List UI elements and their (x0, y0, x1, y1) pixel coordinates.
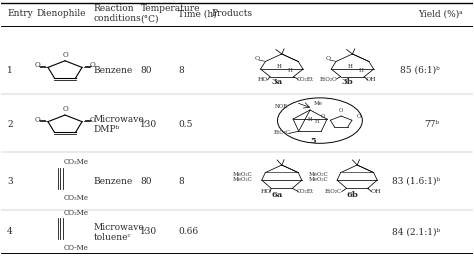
Text: 6a: 6a (272, 191, 283, 199)
Text: H: H (347, 65, 353, 69)
Text: 3: 3 (7, 177, 13, 186)
Text: 6b: 6b (346, 191, 358, 199)
Text: Benzene: Benzene (93, 66, 133, 75)
Text: CO₂Et: CO₂Et (297, 77, 314, 82)
Text: CO₂Me: CO₂Me (64, 194, 89, 202)
Text: Microwave,
tolueneᶜ: Microwave, tolueneᶜ (93, 222, 147, 242)
Text: OH: OH (366, 77, 376, 82)
Text: Products: Products (211, 9, 252, 18)
Text: Time (h): Time (h) (178, 9, 217, 18)
Text: O: O (357, 114, 361, 119)
Text: 0.5: 0.5 (178, 120, 192, 129)
Text: H: H (288, 68, 292, 73)
Text: Reaction
conditions: Reaction conditions (93, 4, 141, 23)
Text: H: H (315, 119, 319, 124)
Text: O: O (321, 114, 326, 119)
Text: 0.66: 0.66 (178, 227, 198, 236)
Text: O: O (339, 108, 343, 112)
Text: Yield (%)ᵃ: Yield (%)ᵃ (419, 9, 463, 18)
Text: O: O (255, 56, 260, 61)
Text: Me: Me (314, 101, 323, 106)
Text: 80: 80 (140, 177, 152, 186)
Text: 80: 80 (140, 66, 152, 75)
Text: 83 (1.6:1)ᵇ: 83 (1.6:1)ᵇ (392, 177, 439, 186)
Text: Microwave,
DMPᵇ: Microwave, DMPᵇ (93, 115, 147, 134)
Text: MeO₂C: MeO₂C (309, 177, 328, 183)
Text: HO: HO (258, 77, 268, 82)
Text: O: O (62, 51, 68, 59)
Text: 5: 5 (310, 136, 316, 145)
Text: O: O (90, 61, 95, 69)
Text: HO: HO (261, 189, 272, 194)
Text: O: O (35, 61, 40, 69)
Text: 8: 8 (178, 177, 184, 186)
Text: CO₂Me: CO₂Me (64, 209, 89, 217)
Text: 130: 130 (140, 120, 157, 129)
Text: 3a: 3a (272, 78, 283, 86)
Text: 84 (2.1:1)ᵇ: 84 (2.1:1)ᵇ (392, 227, 439, 236)
Text: EtO₂C: EtO₂C (319, 77, 336, 82)
Text: OH: OH (371, 189, 381, 194)
Text: 3b: 3b (342, 78, 354, 86)
Text: 2: 2 (7, 120, 13, 129)
Text: H: H (277, 65, 282, 69)
Text: O: O (90, 116, 95, 124)
Text: H: H (358, 68, 363, 73)
Text: MeO₂C: MeO₂C (233, 177, 253, 183)
Text: Benzene: Benzene (93, 177, 133, 186)
Text: MeO₂C: MeO₂C (309, 172, 328, 177)
Text: 130: 130 (140, 227, 157, 236)
Text: O: O (62, 105, 68, 113)
Text: MeO₂C: MeO₂C (233, 172, 253, 177)
Text: H: H (308, 117, 312, 122)
Text: 4: 4 (7, 227, 13, 236)
Text: 8: 8 (178, 66, 184, 75)
Text: CO-Me: CO-Me (64, 244, 89, 252)
Text: Dienophile: Dienophile (36, 9, 86, 18)
Text: O: O (35, 116, 40, 124)
Text: EtO₂C: EtO₂C (325, 189, 342, 194)
Text: 85 (6:1)ᵇ: 85 (6:1)ᵇ (400, 66, 439, 75)
Text: CO₂Me: CO₂Me (64, 158, 89, 166)
Text: Entry: Entry (7, 9, 33, 18)
Text: 1: 1 (7, 66, 13, 75)
Text: CO₂Et: CO₂Et (297, 189, 314, 194)
Text: EtO₂C: EtO₂C (273, 130, 291, 135)
Text: NOE: NOE (275, 104, 288, 110)
Text: O: O (325, 56, 330, 61)
Text: Temperature
(°C): Temperature (°C) (140, 4, 200, 23)
Text: 77ᵇ: 77ᵇ (425, 120, 439, 129)
